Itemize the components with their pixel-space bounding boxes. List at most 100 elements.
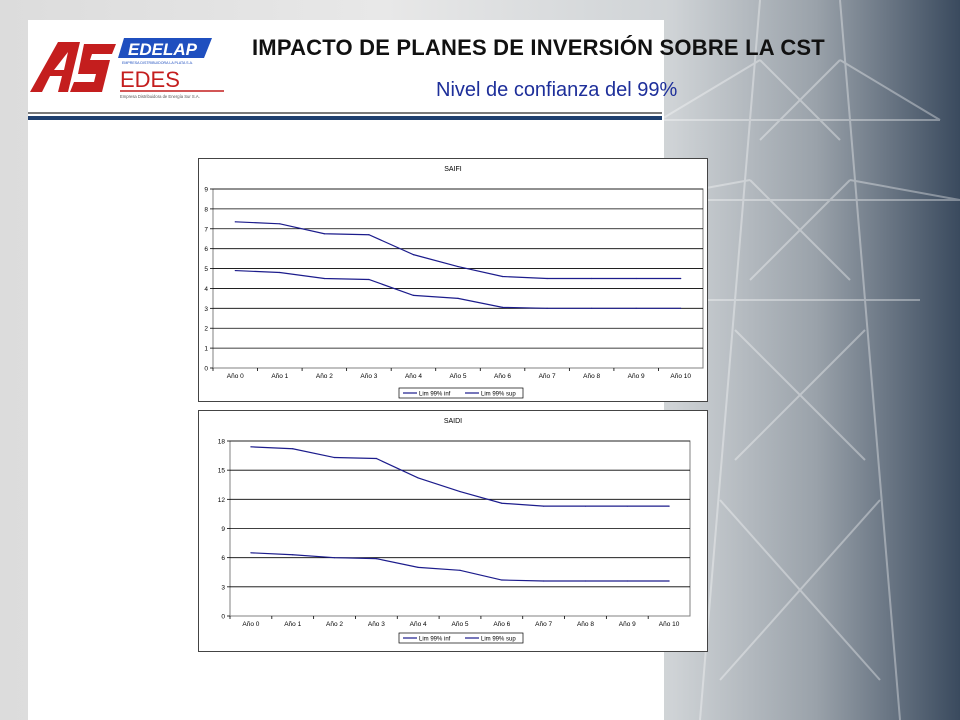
saidi-data-point <box>543 505 545 507</box>
saifi-data-point <box>546 307 548 309</box>
saifi-chart-canvas: SAIFI 0 1 2 3 4 5 6 7 8 9 Año 0 Año 1 Año 2 Año 3 Año 4… <box>204 166 704 399</box>
saifi-data-point <box>546 277 548 280</box>
saifi-data-point <box>368 278 370 281</box>
saidi-chart-canvas: SAIDI 0 3 6 9 12 15 18 Año 0 Año 1 Año 2 Año 3 Año 4… <box>218 418 691 644</box>
saidi-data-point <box>333 456 336 459</box>
saifi-chart: SAIFI 0 1 2 3 4 5 6 7 8 9 Año 0 Año 1 Año 2 Año 3 Año 4… <box>198 158 708 402</box>
edes-tagline: Empresa Distribuidora de Energía Sur S.A… <box>120 94 200 99</box>
saidi-data-point <box>501 579 503 581</box>
saidi-x-tick-label: Año 9 <box>619 621 636 628</box>
saifi-legend: Lim 99% inf Lim 99% sup <box>398 387 524 399</box>
saifi-data-point <box>680 277 682 280</box>
saidi-data-point <box>292 554 294 556</box>
saifi-data-point <box>412 254 415 256</box>
saifi-y-tick-label: 8 <box>204 206 208 213</box>
saifi-y-tick-label: 1 <box>204 346 208 353</box>
saifi-x-tick-label: Año 1 <box>271 373 288 380</box>
saidi-legend: Lim 99% inf Lim 99% sup <box>398 632 524 644</box>
saifi-data-point <box>368 234 370 236</box>
saifi-data-point <box>323 277 325 280</box>
saidi-x-tick-label: Año 5 <box>452 621 469 628</box>
saifi-legend-label: Lim 99% inf <box>419 392 451 398</box>
edelap-tagline: EMPRESA DISTRIBUIDORA LA PLATA S.A. <box>122 61 193 65</box>
saifi-data-point <box>591 307 593 309</box>
saidi-y-tick-label: 12 <box>218 497 226 504</box>
transmission-tower-image <box>640 0 960 720</box>
saidi-data-point <box>459 569 461 571</box>
saifi-data-point <box>234 269 236 272</box>
saifi-legend-label: Lim 99% sup <box>481 392 516 398</box>
saifi-chart-title: SAIFI <box>444 166 462 173</box>
saidi-data-point <box>375 457 377 460</box>
saifi-data-point <box>457 265 459 268</box>
saifi-y-tick-label: 3 <box>204 306 208 313</box>
saifi-y-tick-label: 0 <box>204 366 208 373</box>
saidi-x-tick-label: Año 1 <box>284 621 301 628</box>
saidi-x-tick-label: Año 2 <box>326 621 343 628</box>
slide-subtitle: Nivel de confianza del 99% <box>436 79 678 101</box>
saidi-legend-label: Lim 99% inf <box>419 637 451 643</box>
saifi-y-tick-label: 6 <box>204 246 208 253</box>
edelap-wordmark: EDELAP <box>128 40 198 59</box>
saidi-data-point <box>250 552 252 554</box>
saifi-x-tick-label: Año 10 <box>670 373 691 380</box>
saifi-data-point <box>501 275 504 278</box>
saidi-data-point <box>501 502 503 504</box>
saidi-data-point <box>584 580 587 582</box>
company-logo: EDELAP EMPRESA DISTRIBUIDORA LA PLATA S.… <box>30 38 224 99</box>
saifi-data-point <box>591 277 593 280</box>
as-monogram <box>30 42 116 92</box>
saidi-data-point <box>626 505 628 507</box>
saidi-x-tick-label: Año 4 <box>410 621 427 628</box>
saidi-y-tick-label: 9 <box>221 526 225 533</box>
saidi-x-tick-label: Año 0 <box>242 621 259 628</box>
saidi-y-tick-label: 0 <box>221 614 225 621</box>
saidi-data-point <box>333 557 336 559</box>
saidi-data-point <box>584 505 587 507</box>
saidi-x-tick-label: Año 10 <box>659 621 680 628</box>
saifi-data-point <box>279 271 281 274</box>
saidi-x-tick-label: Año 8 <box>577 621 594 628</box>
saifi-x-tick-label: Año 6 <box>494 373 511 380</box>
saidi-data-point <box>375 558 377 560</box>
saidi-chart-title: SAIDI <box>444 418 462 425</box>
saifi-data-point <box>501 306 504 308</box>
saidi-x-tick-label: Año 6 <box>493 621 510 628</box>
header-accent-bar <box>28 116 662 120</box>
saifi-data-point <box>680 307 682 309</box>
saidi-data-point <box>292 448 294 450</box>
saidi-data-point <box>250 446 252 448</box>
saidi-data-point <box>668 580 670 582</box>
header-divider <box>28 112 662 114</box>
saifi-x-tick-label: Año 4 <box>405 373 422 380</box>
saidi-y-tick-label: 18 <box>218 439 226 446</box>
saidi-data-point <box>417 477 419 479</box>
saifi-data-point <box>234 221 236 223</box>
slide-title: IMPACTO DE PLANES DE INVERSIÓN SOBRE LA … <box>252 35 825 60</box>
saifi-data-point <box>457 297 459 299</box>
saifi-x-tick-label: Año 9 <box>628 373 645 380</box>
saidi-data-point <box>626 580 628 582</box>
saifi-data-point <box>323 233 325 235</box>
saidi-data-point <box>417 566 419 568</box>
saifi-y-tick-label: 4 <box>204 286 208 293</box>
saifi-x-tick-label: Año 7 <box>539 373 556 380</box>
saidi-y-tick-label: 3 <box>221 584 225 591</box>
saifi-y-tick-label: 9 <box>204 187 208 194</box>
saifi-x-tick-label: Año 3 <box>360 373 377 380</box>
saidi-y-tick-label: 6 <box>221 555 225 562</box>
saifi-x-tick-label: Año 2 <box>316 373 333 380</box>
saifi-data-point <box>635 307 637 309</box>
saifi-data-point <box>635 277 637 280</box>
saifi-legend-box <box>398 387 524 399</box>
edes-wordmark: EDES <box>120 67 180 92</box>
saidi-data-point <box>543 580 545 582</box>
saidi-legend-label: Lim 99% sup <box>481 637 516 643</box>
saifi-data-point <box>279 223 281 225</box>
saidi-chart: SAIDI 0 3 6 9 12 15 18 Año 0 Año 1 Año 2 Año 3 Año 4… <box>198 410 708 652</box>
saifi-x-tick-label: Año 8 <box>583 373 600 380</box>
saidi-y-tick-label: 15 <box>218 468 226 475</box>
saifi-x-tick-label: Año 5 <box>450 373 467 380</box>
saifi-x-tick-label: Año 0 <box>227 373 244 380</box>
